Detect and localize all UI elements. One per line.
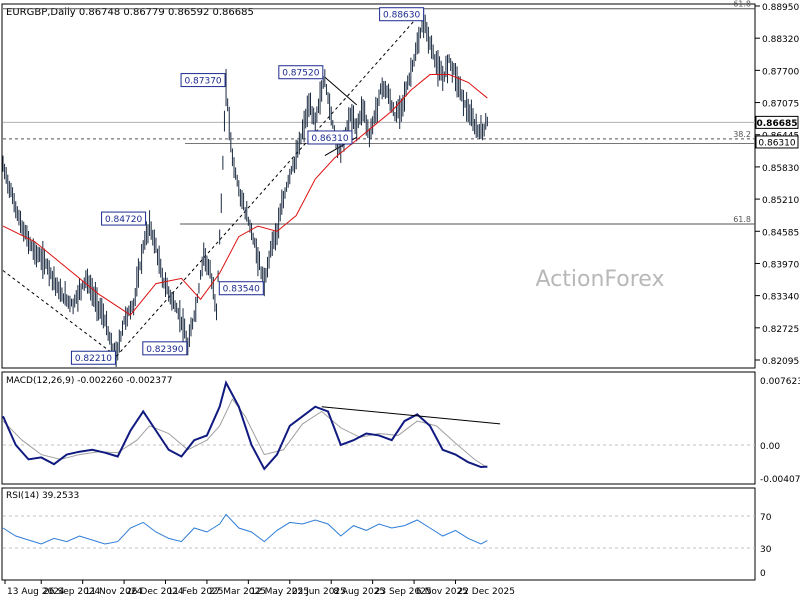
rsi-pane — [1, 487, 756, 581]
x-tick-label: 27 Mar 2025 — [209, 587, 266, 597]
price-bars — [2, 9, 488, 368]
watermark: ActionForex — [536, 267, 665, 292]
moving-average-line — [2, 74, 488, 316]
x-tick-label: 6 Nov 2025 — [416, 587, 468, 597]
price-tick-label: 0.85830 — [762, 164, 799, 174]
x-tick-label: 22 Dec 2025 — [457, 587, 515, 597]
x-tick-label: 11 Feb 2025 — [168, 587, 224, 597]
price-annotation-box — [70, 350, 116, 365]
price-pane — [1, 3, 756, 369]
x-tick-label: 11 Nov 2024 — [85, 587, 143, 597]
price-annotation-label: 0.86310 — [311, 134, 348, 144]
price-annotation-box — [379, 7, 425, 22]
price-annotation-box — [180, 73, 226, 88]
x-tick-label: 26 Dec 2024 — [126, 587, 184, 597]
price-annotation-label: 0.82210 — [75, 354, 112, 364]
price-tick-label: 0.82095 — [762, 357, 799, 367]
macd-label: MACD(12,26,9) -0.002260 -0.002377 — [6, 376, 172, 386]
level-price-label: 0.86310 — [758, 138, 795, 148]
price-tick-label: 0.87075 — [762, 100, 799, 110]
chart-title: EURGBP,Daily 0.86748 0.86779 0.86592 0.8… — [6, 7, 254, 18]
price-annotation-label: 0.82390 — [146, 345, 183, 355]
price-tick-label: 0.82725 — [762, 325, 799, 335]
rsi-label: RSI(14) 39.2533 — [6, 491, 79, 501]
current-price-label: 0.86685 — [757, 119, 798, 129]
price-annotation-label: 0.84720 — [105, 215, 142, 225]
channel-rising — [116, 9, 424, 357]
price-tick-label: 0.85210 — [762, 196, 799, 206]
x-tick-label: 26 Sep 2024 — [43, 587, 100, 597]
price-tick-label: 0.83340 — [762, 293, 799, 303]
price-annotation-box — [307, 130, 353, 145]
current-price-tag — [755, 115, 799, 129]
price-tick-label: 0.83970 — [762, 260, 799, 270]
macd-trendline — [321, 406, 501, 425]
macd-pane — [1, 371, 756, 485]
macd-line — [2, 380, 488, 471]
x-tick-label: 25 Jun 2025 — [292, 587, 346, 597]
rsi-tick-label: 70 — [760, 513, 772, 523]
price-annotation-label: 0.88630 — [383, 11, 420, 21]
x-tick-label: 12 May 2025 — [250, 587, 309, 597]
fib-level-label: 61.8 — [733, 215, 751, 224]
x-tick-label: 23 Sep 2025 — [375, 587, 432, 597]
price-annotation-label: 0.87370 — [184, 77, 221, 87]
macd-tick-label: 0.00 — [760, 442, 780, 452]
price-annotation-box — [142, 341, 188, 356]
price-tick-label: 0.88320 — [762, 35, 799, 45]
price-tick-label: 0.87700 — [762, 67, 799, 77]
fib-level-label: 38.2 — [733, 130, 751, 139]
rsi-tick-label: 0 — [760, 569, 766, 579]
price-annotation-box — [278, 65, 324, 80]
fib-level-label: 61.8 — [733, 0, 751, 9]
price-tick-label: 0.88950 — [762, 3, 799, 13]
macd-tick-label: -0.004073 — [760, 475, 800, 485]
price-annotation-box — [218, 281, 264, 296]
rsi-tick-label: 30 — [760, 545, 772, 555]
triangle-upper — [324, 76, 358, 106]
price-annotation-box — [101, 211, 147, 226]
rsi-line — [2, 513, 488, 545]
level-price-tag — [755, 135, 799, 149]
macd-tick-label: 0.007623 — [760, 377, 800, 387]
price-tick-label: 0.84585 — [762, 228, 799, 238]
x-tick-label: 8 Aug 2025 — [333, 587, 385, 597]
price-annotation-label: 0.83540 — [223, 285, 260, 295]
x-tick-label: 13 Aug 2024 — [7, 587, 65, 597]
price-annotation-label: 0.87520 — [282, 69, 319, 79]
